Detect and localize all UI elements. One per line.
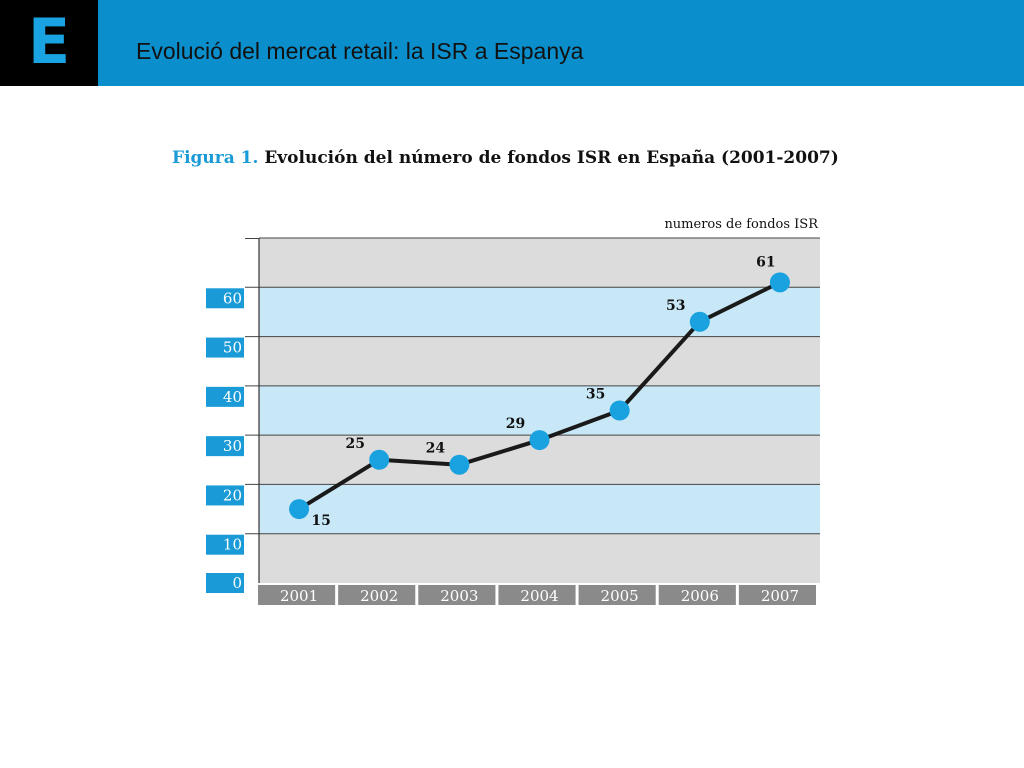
y-tick-box: [206, 436, 244, 457]
data-label: 35: [586, 387, 605, 403]
data-label: 25: [345, 436, 364, 452]
x-category-box: [578, 585, 656, 605]
plot-band: [259, 484, 820, 534]
plot-band: [259, 238, 820, 288]
x-category-box: [498, 585, 576, 605]
data-point: [369, 449, 390, 470]
data-point: [609, 400, 630, 421]
x-category-box: [418, 585, 496, 605]
figure-label: Figura 1.: [172, 148, 259, 168]
y-tick-box: [206, 386, 244, 407]
data-label: 15: [311, 513, 330, 529]
data-point: [449, 454, 470, 475]
y-tick-box: [206, 288, 244, 309]
y-tick-label: 10: [223, 536, 242, 554]
y-tick-label: 40: [223, 388, 242, 406]
plot-band: [259, 385, 820, 436]
data-label: 24: [426, 441, 446, 457]
x-tick-label: 2003: [440, 587, 478, 605]
x-tick-label: 2005: [601, 587, 639, 605]
data-point: [689, 311, 710, 332]
figure-caption-text: Evolución del número de fondos ISR en Es…: [264, 148, 839, 168]
data-point: [769, 272, 790, 293]
logo-box: E: [0, 0, 98, 86]
y-tick-label: 30: [223, 437, 242, 455]
plot-band: [259, 533, 820, 583]
y-tick-box: [206, 337, 244, 358]
plot-band: [259, 287, 820, 337]
header-bar: E Evolució del mercat retail: la ISR a E…: [0, 0, 1024, 86]
axis-cap-line: [245, 238, 259, 239]
y-tick-box: [206, 534, 244, 555]
logo-letter: E: [27, 5, 71, 78]
data-label: 29: [506, 416, 525, 432]
y-tick-label: 20: [223, 486, 242, 504]
x-category-box: [338, 585, 416, 605]
x-category-box: [658, 585, 736, 605]
x-category-box: [738, 585, 816, 605]
data-point: [289, 499, 310, 520]
slide-title: Evolució del mercat retail: la ISR a Esp…: [136, 38, 584, 64]
data-label: 53: [666, 298, 685, 314]
y-tick-label: 50: [223, 339, 242, 357]
figure-caption: Figura 1. Evolución del número de fondos…: [172, 146, 839, 170]
x-tick-label: 2001: [280, 587, 318, 605]
x-category-box: [258, 585, 336, 605]
x-tick-label: 2002: [360, 587, 398, 605]
x-tick-label: 2004: [520, 587, 558, 605]
x-tick-label: 2007: [761, 587, 799, 605]
y-unit-label: numeros de fondos ISR: [664, 217, 819, 232]
x-tick-label: 2006: [681, 587, 719, 605]
data-label: 61: [756, 254, 775, 270]
y-tick-label: 60: [223, 289, 242, 307]
y-tick-box: [206, 573, 244, 593]
data-point: [529, 430, 550, 451]
y-tick-label: 0: [232, 574, 242, 592]
y-tick-box: [206, 485, 244, 506]
plot-band: [259, 336, 820, 386]
